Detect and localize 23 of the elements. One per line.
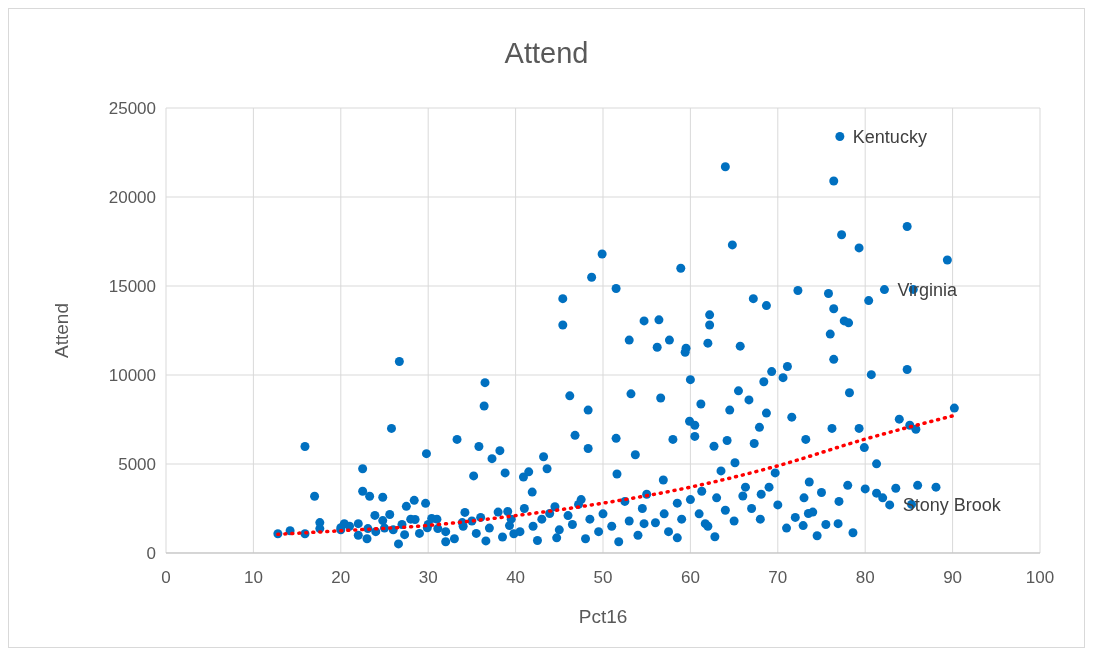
y-tick-label: 15000 [108, 276, 156, 296]
x-axis-title: Pct16 [578, 606, 628, 627]
y-tick-label: 5000 [118, 454, 156, 474]
x-tick-label: 90 [943, 568, 963, 587]
y-tick-label: 25000 [108, 98, 156, 118]
x-tick-label: 60 [680, 568, 700, 587]
y-tick-label: 20000 [108, 187, 156, 207]
x-tick-label: 0 [161, 568, 171, 587]
y-axis-title: Attend [51, 303, 72, 358]
chart-title: Attend [504, 37, 589, 69]
x-tick-label: 30 [418, 568, 438, 587]
x-tick-label: 10 [243, 568, 263, 587]
y-tick-label: 0 [146, 543, 156, 563]
x-tick-label: 20 [331, 568, 351, 587]
x-tick-label: 50 [593, 568, 613, 587]
annotation: Kentucky [852, 126, 927, 147]
x-tick-label: 80 [855, 568, 875, 587]
annotation: Stony Brook [902, 495, 1002, 516]
y-tick-label: 10000 [108, 365, 156, 385]
x-tick-label: 70 [768, 568, 788, 587]
x-tick-label: 40 [506, 568, 526, 587]
x-tick-label: 100 [1025, 568, 1055, 587]
annotation: Virginia [897, 279, 959, 300]
